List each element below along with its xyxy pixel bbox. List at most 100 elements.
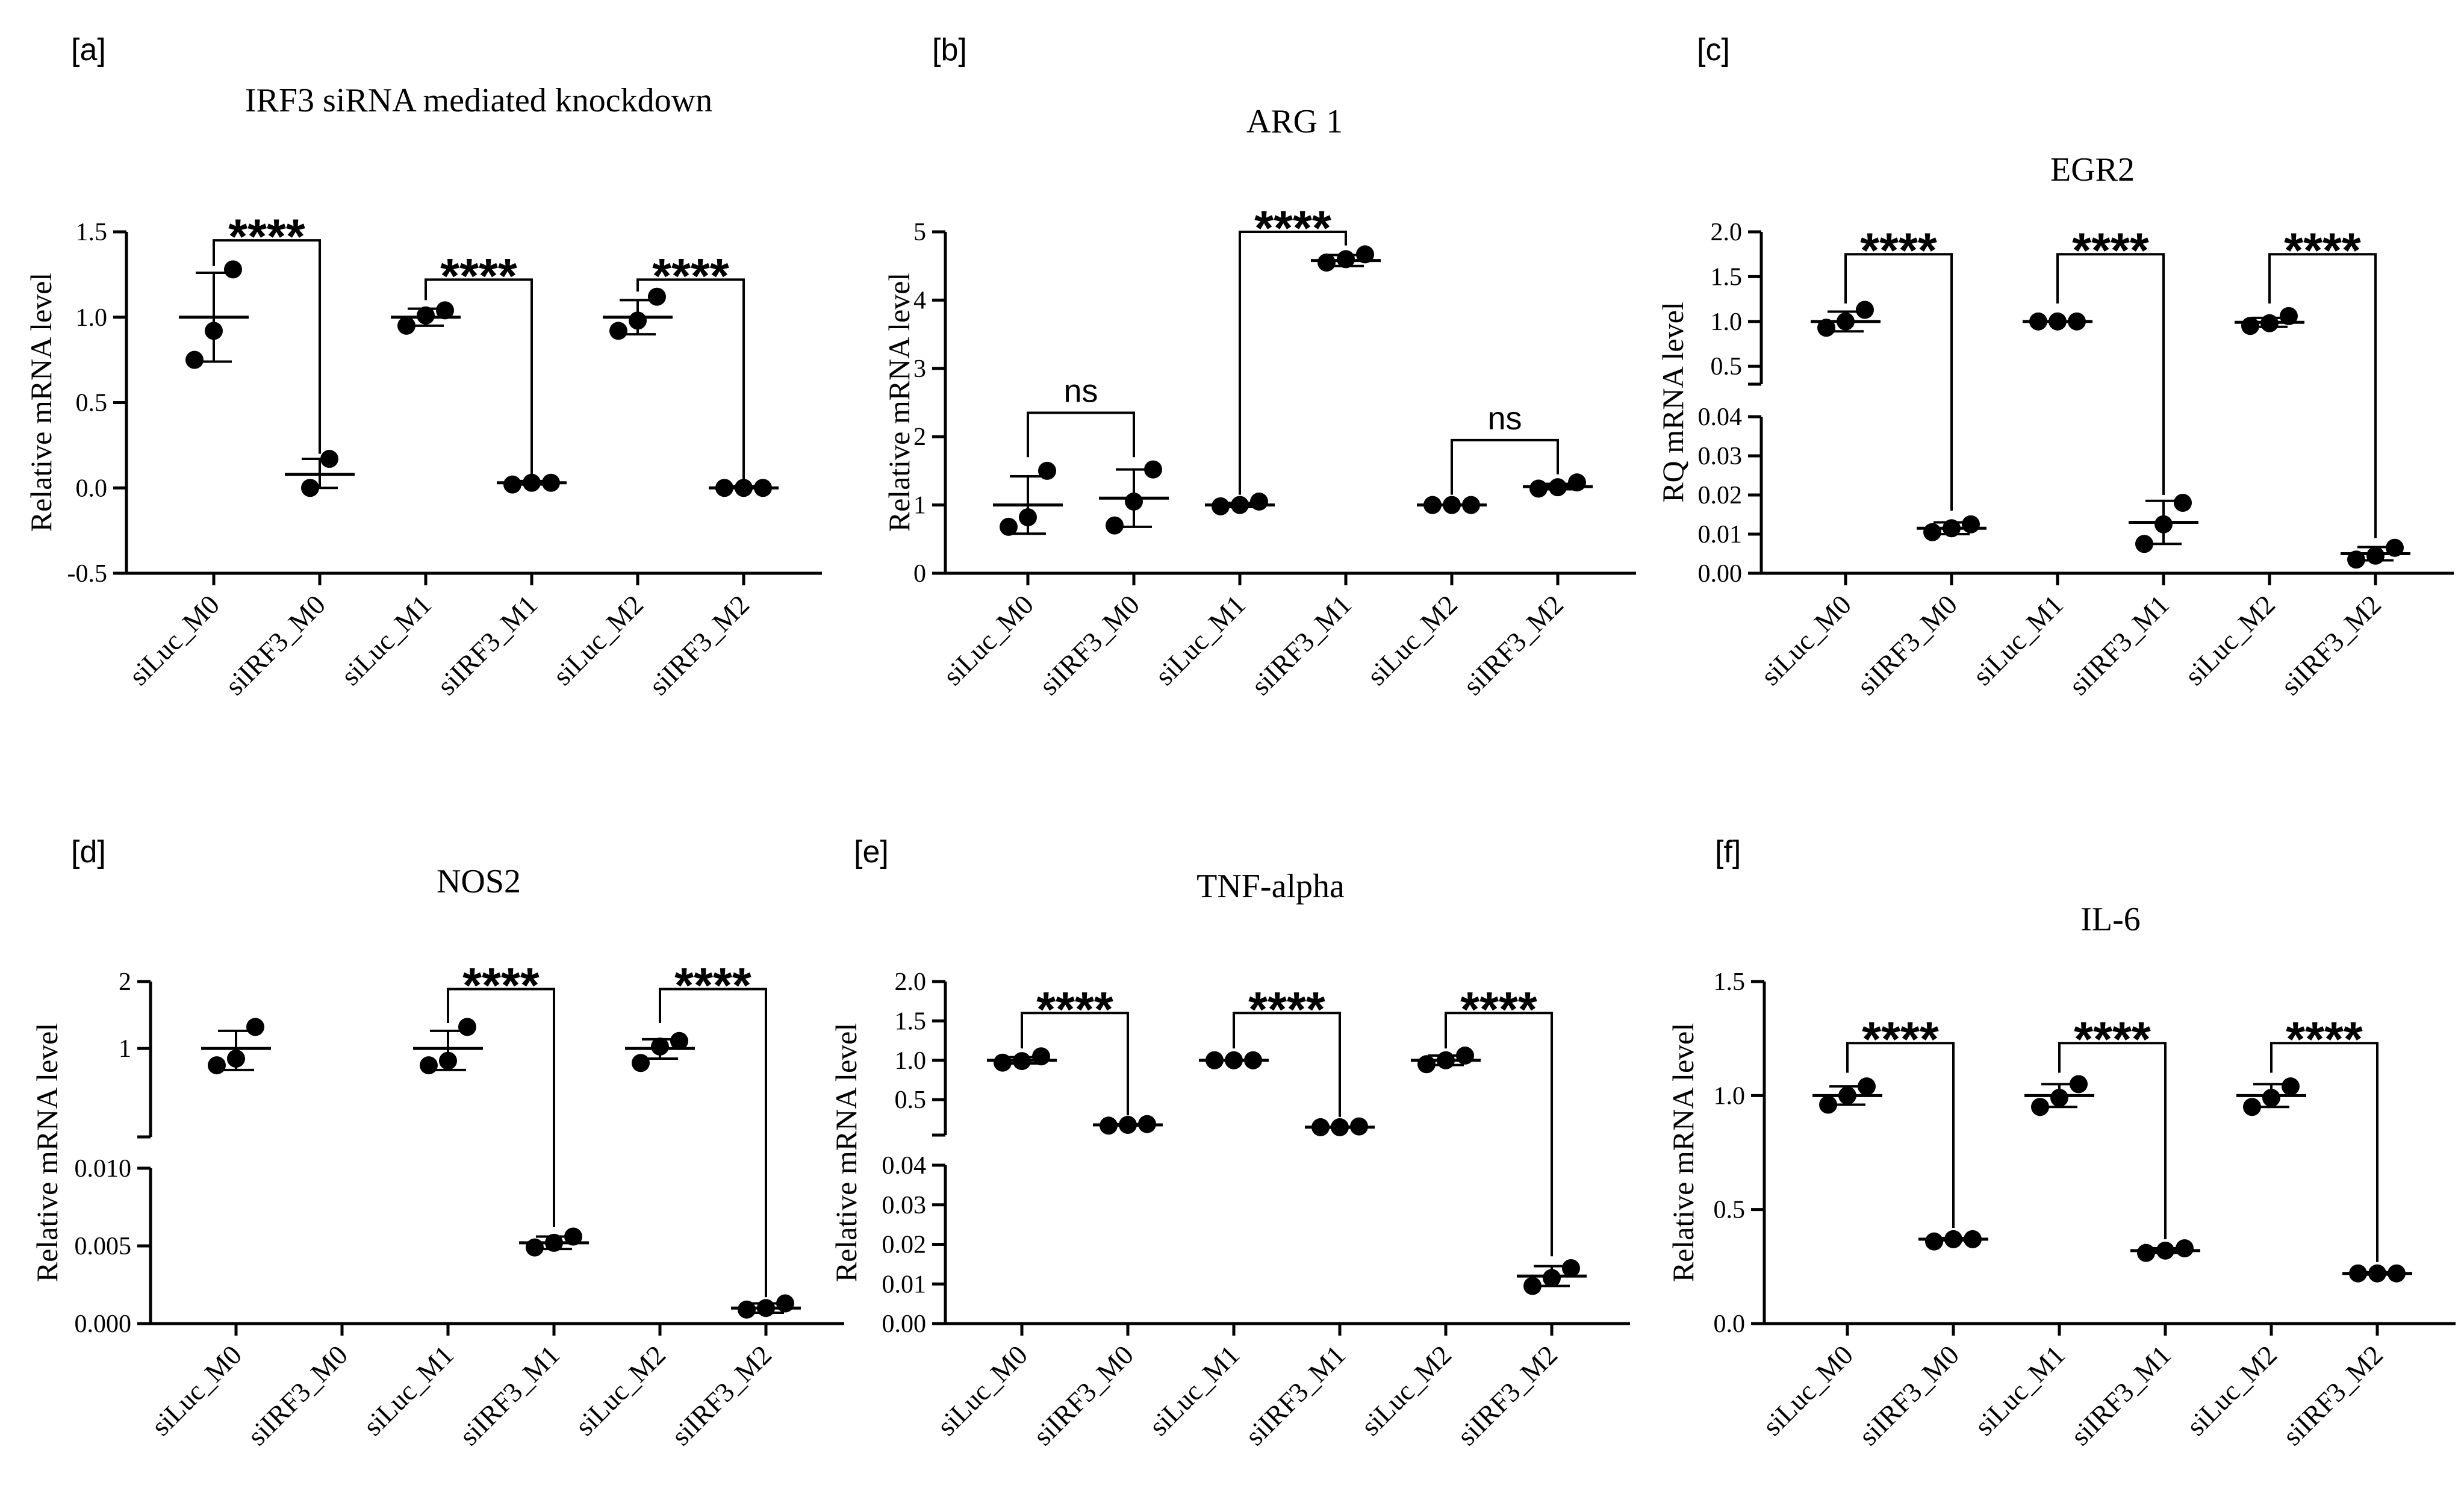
significance-bracket	[2270, 1042, 2378, 1262]
y-tick-label: 1.5	[1714, 968, 1746, 996]
data-point	[1000, 517, 1018, 536]
data-point	[2366, 546, 2385, 565]
y-tick-label: 0.005	[75, 1233, 132, 1260]
y-tick-label: 1.0	[1711, 308, 1743, 336]
data-point	[1523, 1277, 1542, 1295]
significance-bracket	[447, 988, 555, 1228]
y-tick-label: 0.5	[76, 390, 108, 417]
significance-label: ****	[228, 210, 305, 264]
panel-label: [d]	[71, 835, 106, 870]
data-point	[1417, 1055, 1436, 1074]
data-point	[503, 475, 521, 494]
data-point	[1543, 1269, 1561, 1287]
significance-label: ****	[2284, 223, 2361, 278]
data-point	[2068, 312, 2086, 331]
significance-bracket	[659, 988, 767, 1298]
chart-title: TNF-alpha	[1196, 868, 1345, 905]
data-point	[320, 450, 338, 468]
chart-title: IRF3 siRNA mediated knockdown	[245, 82, 712, 119]
data-point	[185, 350, 204, 369]
data-point	[648, 287, 666, 306]
panel-label: [f]	[1715, 835, 1741, 870]
y-tick-label: 0.01	[882, 1271, 927, 1298]
data-point	[397, 316, 415, 335]
data-point	[2156, 1241, 2174, 1260]
data-point	[1250, 492, 1268, 511]
y-tick-label: 0.0	[76, 475, 108, 502]
data-point	[715, 479, 733, 497]
data-point	[1337, 250, 1355, 269]
data-point	[651, 1037, 669, 1056]
data-point	[1817, 319, 1835, 337]
y-tick-label: 1.0	[76, 304, 108, 332]
significance-bracket	[425, 278, 533, 475]
significance-bracket	[2058, 1042, 2167, 1239]
y-axis-label: Relative mRNA level	[882, 273, 916, 532]
y-tick-label: 0.01	[1698, 521, 1743, 549]
y-tick-label: 0.00	[882, 1310, 927, 1338]
data-point	[2241, 317, 2259, 335]
y-axis-label: Relative mRNA level	[30, 1023, 64, 1282]
y-tick-label: 1	[119, 1035, 131, 1063]
data-point	[1013, 1052, 1031, 1071]
data-point	[1144, 460, 1162, 479]
data-point	[1962, 515, 1980, 534]
y-tick-label: 0.0	[1714, 1310, 1746, 1338]
y-tick-label: 2.0	[895, 968, 927, 996]
y-tick-label: 0.5	[1714, 1197, 1746, 1224]
y-axis-label: RQ mRNA level	[1656, 302, 1690, 502]
data-point	[1331, 1118, 1349, 1136]
data-point	[670, 1032, 688, 1050]
data-point	[2029, 312, 2047, 331]
significance-bracket	[2268, 253, 2377, 538]
significance-bracket	[1027, 411, 1135, 458]
data-point	[2176, 1239, 2194, 1258]
panel-label: [c]	[1697, 33, 1730, 67]
y-tick-label: 0.04	[882, 1152, 927, 1180]
data-point	[1244, 1051, 1262, 1069]
significance-label: ****	[2286, 1012, 2363, 1067]
y-tick-label: 2.0	[1711, 219, 1743, 246]
data-point	[1838, 1086, 1856, 1105]
significance-bracket	[1445, 1012, 1553, 1257]
significance-label: ****	[462, 958, 540, 1013]
data-point	[1423, 496, 1442, 514]
y-tick-label: 0.04	[1698, 403, 1743, 431]
data-point	[1100, 1116, 1118, 1135]
data-point	[2243, 1098, 2261, 1116]
significance-bracket	[636, 278, 745, 480]
y-tick-label: 0.03	[1698, 443, 1743, 470]
data-point	[246, 1018, 264, 1036]
data-point	[436, 301, 454, 320]
data-point	[1549, 478, 1567, 497]
data-point	[1568, 473, 1586, 492]
data-point	[1311, 1118, 1330, 1136]
significance-label: ****	[2072, 223, 2149, 278]
data-point	[420, 1056, 438, 1075]
chart-title: EGR2	[2050, 151, 2135, 188]
data-point	[2137, 1243, 2155, 1262]
data-point	[754, 479, 772, 497]
data-point	[1925, 1232, 1943, 1251]
y-axis-label: Relative mRNA level	[1666, 1023, 1700, 1282]
data-point	[526, 1238, 544, 1257]
significance-label: ****	[652, 249, 729, 303]
data-point	[1032, 1047, 1050, 1066]
data-point	[1019, 508, 1037, 527]
chart-title: NOS2	[437, 863, 521, 900]
y-tick-label: 5	[913, 219, 926, 246]
data-point	[205, 322, 223, 340]
chart-title: ARG 1	[1246, 103, 1343, 140]
data-point	[629, 311, 647, 330]
significance-label: ****	[2074, 1012, 2151, 1067]
panel-label: [e]	[854, 835, 889, 870]
significance-bracket	[1233, 1012, 1341, 1117]
data-point	[545, 1233, 563, 1252]
data-point	[1456, 1046, 1474, 1065]
significance-label: ns	[1063, 373, 1098, 409]
data-point	[2262, 1089, 2280, 1107]
y-tick-label: 1.5	[1711, 263, 1743, 291]
y-tick-label: 0.03	[882, 1192, 927, 1219]
y-tick-label: 1.0	[895, 1047, 927, 1075]
data-point	[2349, 1264, 2367, 1283]
